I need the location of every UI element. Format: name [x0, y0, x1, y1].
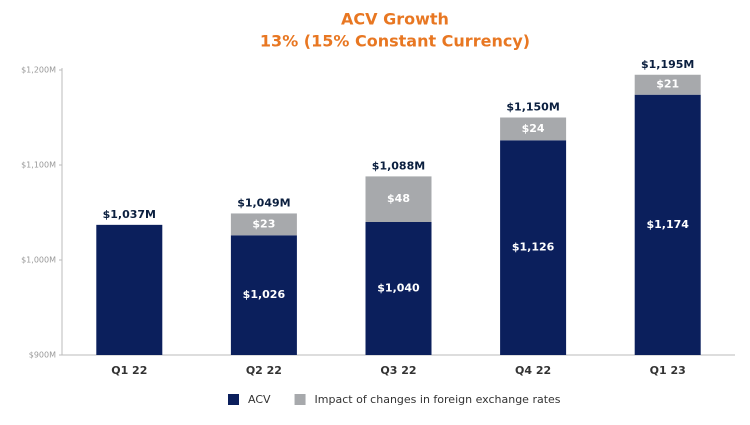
data-label: $1,126: [512, 241, 555, 254]
data-label: $1,040: [377, 282, 420, 295]
total-label: $1,088M: [372, 159, 425, 172]
total-label: $1,150M: [506, 101, 559, 114]
y-tick-label: $1,000M: [21, 256, 56, 265]
bar-segment: [634, 94, 701, 355]
y-tick-label: $1,200M: [21, 66, 56, 75]
legend-swatch: [228, 394, 239, 405]
bar-segment: [634, 74, 701, 95]
total-label: $1,195M: [641, 58, 694, 71]
bar-segment: [365, 222, 432, 355]
bar-segment: [500, 117, 567, 141]
x-tick-label: Q1 23: [650, 364, 686, 377]
chart-subtitle: 13% (15% Constant Currency): [260, 32, 530, 51]
data-label: $1,026: [243, 288, 286, 301]
total-label: $1,049M: [237, 196, 290, 209]
data-label: $48: [387, 192, 410, 205]
x-tick-label: Q1 22: [111, 364, 147, 377]
legend-label: Impact of changes in foreign exchange ra…: [315, 393, 561, 406]
bar-segment: [500, 140, 567, 355]
bar-segment: [230, 235, 297, 355]
y-tick-label: $1,100M: [21, 161, 56, 170]
x-tick-label: Q4 22: [515, 364, 551, 377]
bar-segment: [365, 176, 432, 222]
data-label: $21: [656, 78, 679, 91]
x-tick-label: Q2 22: [246, 364, 282, 377]
data-label: $23: [252, 217, 275, 230]
legend-swatch: [294, 394, 306, 405]
total-label: $1,037M: [103, 208, 156, 221]
bar-segment: [230, 213, 297, 236]
x-tick-label: Q3 22: [380, 364, 416, 377]
chart-title: ACV Growth: [341, 10, 449, 29]
data-label: $24: [522, 122, 545, 135]
bar-segment: [96, 224, 163, 355]
y-tick-label: $900M: [29, 351, 56, 360]
data-label: $1,174: [646, 218, 689, 231]
legend-label: ACV: [248, 393, 271, 406]
